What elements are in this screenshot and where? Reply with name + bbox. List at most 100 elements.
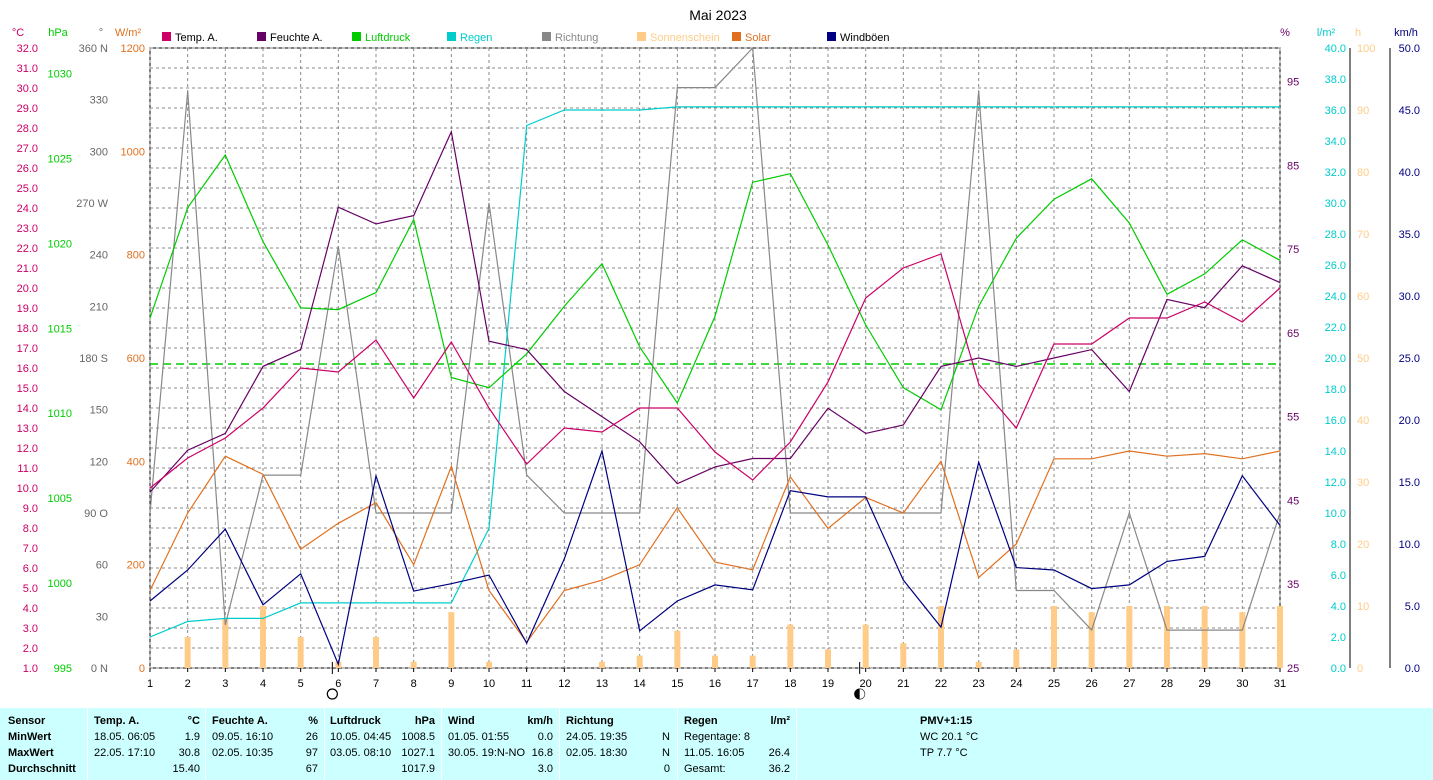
temp-tick-label: 32.0 <box>17 43 38 55</box>
sunshine-bar <box>1088 612 1095 668</box>
stats-wind-max-value: 16.8 <box>531 747 553 759</box>
temp-tick-label: 14.0 <box>17 403 38 415</box>
temp-tick-label: 28.0 <box>17 123 38 135</box>
rain-tick-label: 16.0 <box>1325 415 1346 427</box>
stats-wind-unit: km/h <box>527 715 553 727</box>
direction-tick-label: 360 N <box>79 43 108 55</box>
stats-separator <box>559 708 560 780</box>
series-line-solar <box>149 450 1281 644</box>
axis-unit-label: W/m² <box>115 27 142 39</box>
stats-dir-max-value: N <box>662 747 670 759</box>
sunshine-tick-label: 30 <box>1357 477 1369 489</box>
x-tick-label: 9 <box>448 678 454 690</box>
x-tick-label: 13 <box>596 678 608 690</box>
series-line-luftdruck <box>149 153 1281 411</box>
legend-label: Temp. A. <box>175 32 218 44</box>
gust-tick-label: 15.0 <box>1399 477 1420 489</box>
rain-tick-label: 6.0 <box>1331 570 1346 582</box>
sunshine-bar <box>373 637 379 668</box>
x-tick-label: 18 <box>784 678 796 690</box>
sunshine-bar <box>1013 649 1020 668</box>
sunshine-bar <box>862 624 869 668</box>
x-tick-label: 27 <box>1123 678 1135 690</box>
humidity-tick-label: 65 <box>1287 328 1299 340</box>
stats-dir-min-time: 24.05. 19:35 <box>566 731 628 743</box>
stats-temp-max-value: 30.8 <box>178 747 200 759</box>
temp-tick-label: 7.0 <box>23 543 38 555</box>
sunshine-bar <box>448 612 455 668</box>
stats-wind-min-value: 0.0 <box>537 731 553 743</box>
stats-hum-unit: % <box>308 715 318 727</box>
rain-tick-label: 22.0 <box>1325 322 1346 334</box>
temp-tick-label: 16.0 <box>17 363 38 375</box>
series-line-regen <box>149 106 1280 638</box>
gust-tick-label: 45.0 <box>1399 105 1420 117</box>
pressure-tick-label: 1025 <box>48 153 72 165</box>
axis-unit-label: hPa <box>48 27 68 39</box>
x-tick-label: 15 <box>671 678 683 690</box>
humidity-tick-label: 25 <box>1287 663 1299 675</box>
temp-tick-label: 31.0 <box>17 63 38 75</box>
weather-chart: 1 2 3 4 5 6 7 8 9 10 11 12 13 14 15 16 17 18 19 20 21 22 23 24 2… <box>12 7 1420 700</box>
x-tick-label: 24 <box>1010 678 1022 690</box>
stats-pmv-dewpoint: TP 7.7 °C <box>920 747 968 759</box>
humidity-tick-label: 35 <box>1287 579 1299 591</box>
temp-tick-label: 23.0 <box>17 223 38 235</box>
stats-rain-unit: l/m² <box>770 715 790 727</box>
sunshine-bar <box>1164 606 1170 668</box>
x-tick-label: 3 <box>222 678 228 690</box>
x-tick-label: 20 <box>860 678 872 690</box>
temp-tick-label: 21.0 <box>17 263 38 275</box>
temp-tick-label: 24.0 <box>17 203 38 215</box>
stats-pmv-windchill: WC 20.1 °C <box>920 731 979 743</box>
gust-tick-label: 5.0 <box>1405 601 1420 613</box>
direction-tick-label: 0 N <box>91 663 108 675</box>
stats-press-avg-value: 1017.9 <box>401 763 435 775</box>
x-tick-label: 22 <box>935 678 947 690</box>
humidity-tick-label: 45 <box>1287 495 1299 507</box>
pressure-tick-label: 1010 <box>48 408 72 420</box>
temp-tick-label: 22.0 <box>17 243 38 255</box>
legend-label: Feuchte A. <box>270 32 323 44</box>
gust-tick-label: 10.0 <box>1399 539 1420 551</box>
gust-tick-label: 0.0 <box>1405 663 1420 675</box>
rain-tick-label: 40.0 <box>1325 43 1346 55</box>
legend-swatch <box>827 32 836 41</box>
direction-tick-label: 30 <box>96 611 108 623</box>
stats-wind-max-time: 30.05. 19:N-NO <box>448 747 526 759</box>
sunshine-bar <box>900 643 907 668</box>
temp-tick-label: 9.0 <box>23 503 38 515</box>
legend-swatch <box>542 32 551 41</box>
solar-tick-label: 1200 <box>121 43 145 55</box>
solar-tick-label: 1000 <box>121 146 145 158</box>
stats-dir-min-value: N <box>662 731 670 743</box>
axis-unit-label: km/h <box>1394 27 1418 39</box>
gust-tick-label: 25.0 <box>1399 353 1420 365</box>
stats-temp-min-time: 18.05. 06:05 <box>94 731 156 743</box>
stats-wind-min-time: 01.05. 01:55 <box>448 731 510 743</box>
rain-tick-label: 36.0 <box>1325 105 1346 117</box>
sunshine-bar <box>260 606 266 668</box>
legend-label: Luftdruck <box>365 32 411 44</box>
x-tick-label: 26 <box>1086 678 1098 690</box>
sunshine-bar <box>712 655 718 668</box>
legend-swatch <box>257 32 266 41</box>
sunshine-bar <box>787 624 794 668</box>
sunshine-tick-label: 90 <box>1357 105 1369 117</box>
sunshine-bar <box>1201 606 1208 668</box>
humidity-tick-label: 85 <box>1287 160 1299 172</box>
sunshine-bar <box>297 637 304 668</box>
x-tick-label: 1 <box>147 678 153 690</box>
x-tick-label: 23 <box>973 678 985 690</box>
direction-tick-label: 270 W <box>76 198 108 210</box>
stats-temp-min-value: 1.9 <box>184 731 200 743</box>
stats-rain-max-value: 26.4 <box>768 747 790 759</box>
stats-row-avg: Durchschnitt <box>8 763 76 775</box>
temp-tick-label: 18.0 <box>17 323 38 335</box>
solar-tick-label: 400 <box>127 456 145 468</box>
pressure-tick-label: 1015 <box>48 323 72 335</box>
full-moon-icon <box>326 688 338 700</box>
x-tick-label: 14 <box>634 678 646 690</box>
pressure-tick-label: 1000 <box>48 578 72 590</box>
rain-tick-label: 4.0 <box>1331 601 1346 613</box>
